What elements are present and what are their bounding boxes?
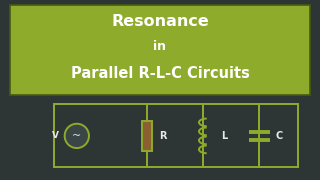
Text: L: L [221, 131, 228, 141]
Text: C: C [276, 131, 283, 141]
Text: Resonance: Resonance [111, 14, 209, 29]
Text: in: in [154, 40, 166, 53]
Text: ~: ~ [72, 131, 81, 141]
Bar [142, 121, 152, 151]
Text: V: V [52, 131, 59, 140]
Ellipse shape [65, 124, 89, 148]
Text: R: R [159, 131, 167, 141]
Text: Parallel R-L-C Circuits: Parallel R-L-C Circuits [71, 66, 249, 81]
Bar [10, 5, 310, 95]
